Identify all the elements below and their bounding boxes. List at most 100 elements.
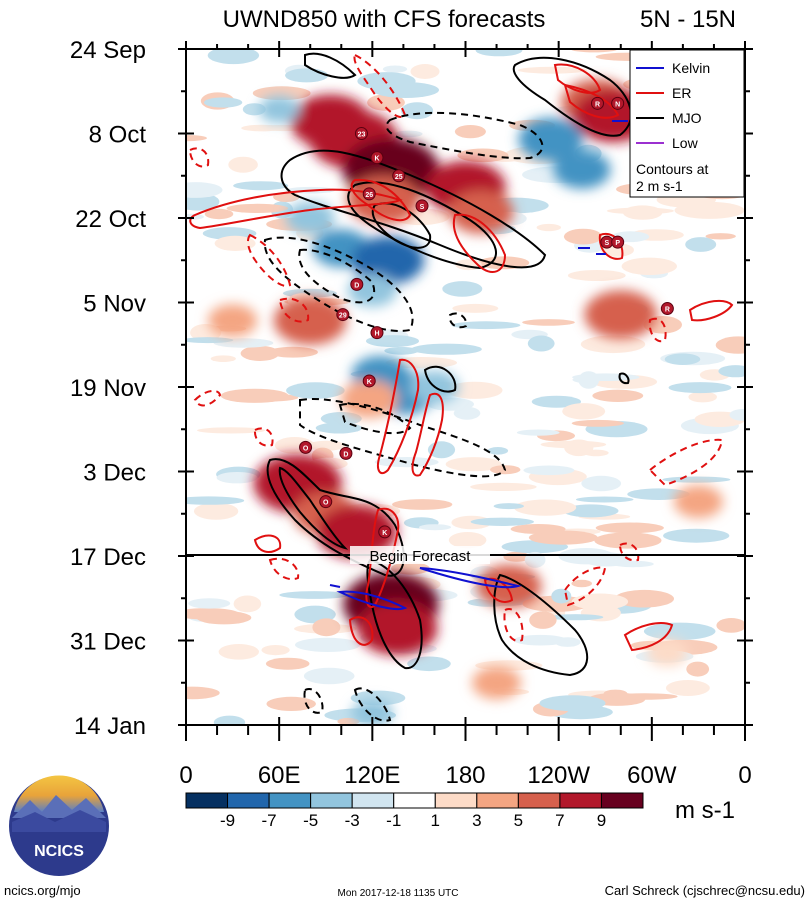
x-tick-label: 0 xyxy=(179,762,192,789)
mjo-contour-negative xyxy=(353,687,392,722)
mjo-contour xyxy=(371,202,432,249)
axis-ticks xyxy=(178,41,753,741)
texture-patch xyxy=(286,382,345,399)
texture-patch xyxy=(226,203,289,213)
texture-patch xyxy=(487,447,509,455)
texture-patch xyxy=(606,207,674,215)
kelvin-contour xyxy=(329,584,341,588)
er-contour-negative xyxy=(193,389,222,407)
kelvin-contours xyxy=(329,120,628,610)
storm-marker-circle xyxy=(336,308,350,322)
colorbar-swatch xyxy=(185,792,229,809)
texture-patch xyxy=(716,618,745,633)
texture-patch xyxy=(470,517,534,526)
storm-marker-circle xyxy=(319,495,333,509)
er-contour xyxy=(253,534,282,553)
colorbar-swatch xyxy=(476,792,519,809)
texture-patch xyxy=(571,593,629,610)
y-axis-labels: 24 Sep 8 Oct 22 Oct 5 Nov 19 Nov 3 Dec 17 Dec 3… xyxy=(70,37,146,740)
texture-patch xyxy=(320,412,362,426)
colorbar-label: 7 xyxy=(555,811,564,830)
texture-patch xyxy=(186,496,245,505)
anomaly-blob xyxy=(553,150,611,189)
texture-patch xyxy=(453,406,481,420)
texture-patch xyxy=(536,223,561,232)
storm-marker-circle xyxy=(611,235,625,249)
storm-marker: O xyxy=(299,440,313,454)
texture-patch xyxy=(571,419,624,427)
texture-patch xyxy=(451,321,521,330)
er-contour-negative xyxy=(353,53,407,118)
er-contour-negative xyxy=(268,557,300,580)
anomaly-blob xyxy=(584,290,658,339)
mjo-contour-negative xyxy=(263,236,414,332)
storm-marker-label: 25 xyxy=(395,174,403,181)
colorbar xyxy=(185,792,644,809)
ncics-logo: NCICS xyxy=(9,775,109,876)
storm-marker-label: D xyxy=(343,451,348,458)
texture-patch xyxy=(563,228,603,245)
y-tick-label: 19 Nov xyxy=(70,375,146,402)
colorbar-label: 5 xyxy=(514,811,523,830)
legend-note-line1: Contours at xyxy=(636,161,708,177)
texture-patch xyxy=(595,522,664,534)
mjo-contour xyxy=(423,365,457,393)
texture-patch xyxy=(228,156,258,173)
texture-patch xyxy=(446,381,503,399)
y-tick-label: 17 Dec xyxy=(70,544,146,571)
texture-patch xyxy=(562,403,606,420)
texture-patch xyxy=(337,717,360,725)
legend-note-line2: 2 m s-1 xyxy=(636,178,683,194)
x-tick-label: 180 xyxy=(445,762,485,789)
storm-marker-circle xyxy=(660,302,674,316)
texture-patch xyxy=(612,560,654,568)
texture-patch xyxy=(279,591,350,599)
colorbar-swatch xyxy=(600,792,644,809)
legend-label-low: Low xyxy=(672,135,699,151)
storm-marker: O xyxy=(319,495,333,509)
colorbar-label: -9 xyxy=(220,811,235,830)
storm-marker: R xyxy=(590,96,604,110)
anomaly-blob xyxy=(208,304,258,337)
er-neg-contours xyxy=(188,53,724,642)
texture-patch xyxy=(218,644,259,660)
storm-marker-circle xyxy=(378,525,392,539)
er-contour xyxy=(563,83,620,119)
texture-patch xyxy=(186,135,207,142)
logo-text: NCICS xyxy=(34,843,84,860)
storm-marker-label: P xyxy=(615,240,620,247)
er-contour xyxy=(623,622,674,652)
colorbar-swatch xyxy=(434,792,478,809)
storm-marker-label: K xyxy=(367,379,372,386)
texture-patch xyxy=(475,49,523,57)
storm-marker: 26 xyxy=(362,187,376,201)
texture-patch xyxy=(445,457,502,472)
colorbar-swatch xyxy=(393,792,436,809)
storm-marker: R xyxy=(660,302,674,316)
x-tick-label: 120W xyxy=(527,762,590,789)
texture-patch xyxy=(663,528,730,543)
er-contour xyxy=(483,577,514,603)
y-tick-label: 5 Nov xyxy=(83,291,146,318)
texture-patch xyxy=(517,66,587,74)
texture-patch xyxy=(186,686,220,700)
mjo-contour-negative xyxy=(298,248,375,304)
storm-marker-circle xyxy=(611,96,625,110)
texture-patch xyxy=(315,422,363,434)
storm-marker-circle xyxy=(350,277,364,291)
kelvin-contour xyxy=(578,247,606,255)
anomaly-blob xyxy=(285,201,335,235)
mjo-contour-negative xyxy=(338,402,412,435)
colorbar-label: 1 xyxy=(431,811,440,830)
kelvin-contour xyxy=(336,590,408,610)
texture-patch xyxy=(493,503,524,510)
legend-label-kelvin: Kelvin xyxy=(672,60,710,76)
anomaly-blob xyxy=(646,638,689,667)
texture-patch xyxy=(442,281,483,297)
storm-marker: D xyxy=(339,446,353,460)
colorbar-label: 9 xyxy=(597,811,606,830)
texture-patch xyxy=(513,634,568,646)
storm-marker-circle xyxy=(362,187,376,201)
x-tick-label: 120E xyxy=(344,762,400,789)
